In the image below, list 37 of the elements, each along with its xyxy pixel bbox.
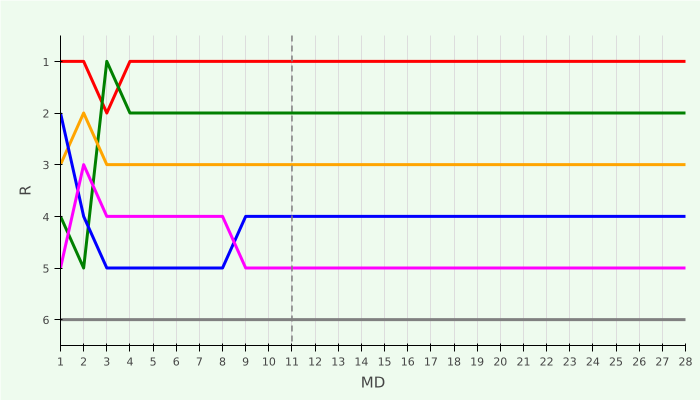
y-axis-title: R — [16, 185, 34, 196]
y-tick-label: 2 — [42, 108, 50, 120]
x-tick-label: 1 — [57, 356, 64, 368]
line-series — [60, 60, 686, 270]
y-tick-label: 1 — [42, 56, 50, 69]
x-tick-label: 3 — [103, 356, 110, 368]
y-tick-label: 3 — [42, 159, 50, 172]
x-tick-label: 15 — [378, 356, 392, 368]
x-tick-label: 18 — [447, 356, 462, 368]
x-tick-label: 17 — [424, 356, 438, 368]
y-tick-label: 5 — [42, 262, 50, 276]
x-tick-label: 12 — [308, 356, 322, 368]
x-tick-label: 9 — [242, 356, 250, 368]
x-tick-label: 7 — [196, 356, 203, 368]
x-tick-label: 11 — [284, 356, 299, 368]
x-tick-label: 22 — [540, 356, 554, 368]
x-tick-label: 20 — [493, 356, 508, 368]
x-tick-label: 27 — [655, 356, 670, 368]
x-tick-label: 10 — [262, 356, 276, 368]
x-tick-label: 13 — [331, 356, 346, 368]
y-tick-label: 4 — [42, 210, 50, 224]
x-tick-label: 5 — [150, 356, 157, 368]
x-axis-title: MD — [360, 374, 386, 392]
x-tick-label: 2 — [80, 356, 88, 368]
x-tick-label: 4 — [126, 356, 134, 368]
x-tick-label: 8 — [219, 356, 226, 368]
x-tick-label: 14 — [354, 356, 368, 368]
y-tick-label: 6 — [42, 314, 50, 328]
x-tick-label: 19 — [470, 356, 484, 368]
x-tick-label: 21 — [516, 356, 530, 368]
x-tick-label: 25 — [609, 356, 624, 368]
x-tick-label: 28 — [678, 356, 692, 368]
x-tick-label: 23 — [562, 356, 577, 368]
x-tick-label: 16 — [400, 356, 415, 368]
x-tick-label: 6 — [172, 356, 180, 368]
x-tick-label: 26 — [632, 356, 646, 368]
x-tick-label: 24 — [586, 356, 600, 368]
